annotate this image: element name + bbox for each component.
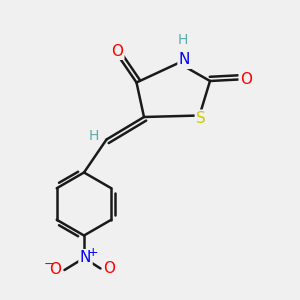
Text: O: O <box>111 44 123 59</box>
Text: O: O <box>50 262 61 278</box>
Text: S: S <box>196 111 206 126</box>
Text: N: N <box>80 250 91 266</box>
Text: H: H <box>89 130 99 143</box>
Text: O: O <box>240 72 252 87</box>
Text: −: − <box>44 257 54 271</box>
Text: +: + <box>88 245 98 259</box>
Text: N: N <box>179 52 190 68</box>
Text: O: O <box>103 261 116 276</box>
Text: H: H <box>178 34 188 47</box>
